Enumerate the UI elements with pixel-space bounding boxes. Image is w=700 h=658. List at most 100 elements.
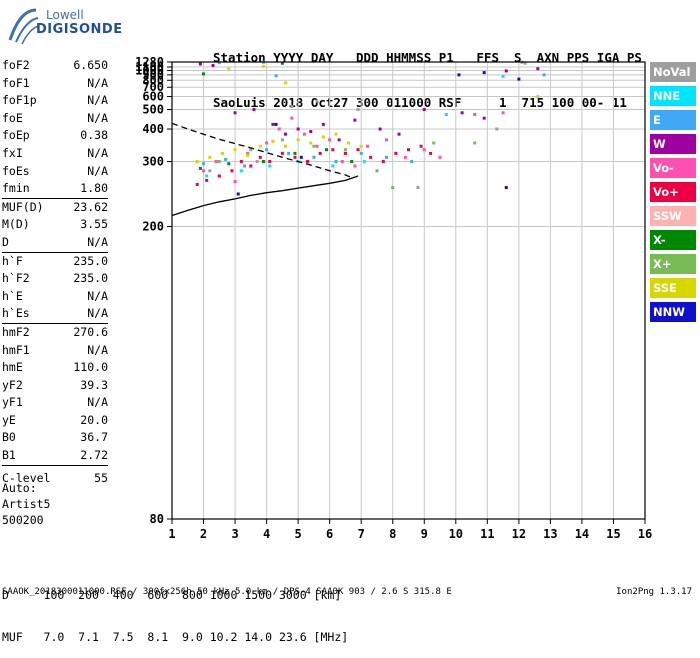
param-row: fmin 1.80 xyxy=(2,180,108,199)
echo-point xyxy=(473,113,477,117)
echo-point xyxy=(293,155,297,159)
echo-point xyxy=(523,61,527,65)
echo-point xyxy=(195,182,199,186)
param-value: 110.0 xyxy=(73,360,108,375)
x-tick-label: 11 xyxy=(480,527,494,541)
param-label: foE xyxy=(2,110,23,125)
echo-point xyxy=(536,67,540,71)
param-value: N/A xyxy=(87,110,108,125)
echo-point xyxy=(302,132,306,136)
echo-point xyxy=(444,113,448,117)
param-value: N/A xyxy=(87,93,108,108)
echo-point xyxy=(334,132,338,136)
auto-program: Artist5 xyxy=(2,497,51,511)
y-tick-label: 1280 xyxy=(135,55,164,69)
echo-point xyxy=(359,144,363,148)
y-tick-label: 1000 xyxy=(135,64,164,78)
param-value: 36.7 xyxy=(80,430,108,445)
y-tick-label: 200 xyxy=(142,220,164,234)
echo-point xyxy=(422,148,426,152)
echo-point xyxy=(268,160,272,164)
echo-point xyxy=(261,160,265,164)
legend-entry: NNW xyxy=(650,302,696,322)
echo-point xyxy=(277,127,281,131)
echo-point xyxy=(296,127,300,131)
param-label: fmin xyxy=(2,181,30,196)
param-row: M(D) 3.55 xyxy=(2,216,108,234)
echo-point xyxy=(384,155,388,159)
echo-point xyxy=(397,132,401,136)
echo-point xyxy=(202,169,206,173)
param-value: 55 xyxy=(94,470,108,485)
x-axis-ticks: 1 2 3 4 5 6 7 8 9 10 11 12 13 14 15 16 xyxy=(168,519,652,541)
echo-point xyxy=(198,62,202,66)
echo-point xyxy=(258,155,262,159)
param-label: C-level xyxy=(2,470,51,485)
echo-point xyxy=(350,160,354,164)
echo-point xyxy=(325,148,329,152)
echo-point xyxy=(407,148,410,152)
echo-point xyxy=(331,148,335,152)
param-value: N/A xyxy=(87,145,108,160)
param-label: foEs xyxy=(2,163,30,178)
echo-point xyxy=(220,151,224,155)
param-label: B1 xyxy=(2,448,16,463)
echo-point xyxy=(460,111,464,115)
param-value: 2.72 xyxy=(80,448,108,463)
x-tick-label: 12 xyxy=(512,527,526,541)
param-row: hmF2 270.6 xyxy=(2,324,108,342)
echo-point xyxy=(340,160,344,164)
legend-entry: X- xyxy=(650,230,696,250)
param-label: MUF(D) xyxy=(2,199,44,214)
echo-point xyxy=(321,135,325,139)
y-tick-label: 900 xyxy=(142,68,164,82)
echo-point xyxy=(284,144,288,148)
auto-version: 500200 xyxy=(2,513,44,527)
echo-point xyxy=(284,132,288,136)
distance-row: D 100 200 400 600 800 1000 1500 3000 [km… xyxy=(2,588,342,602)
param-row: yF2 39.3 xyxy=(2,377,108,395)
echo-point xyxy=(205,178,209,182)
virtual-height-trace-curve xyxy=(171,175,359,217)
param-value: 0.38 xyxy=(80,128,108,143)
param-row: foEp 0.38 xyxy=(2,127,108,145)
param-value: 235.0 xyxy=(73,271,108,286)
station-header: Station YYYY DAY DDD HHMMSS P1 FFS S AXN… xyxy=(213,20,642,125)
echo-point xyxy=(293,151,297,155)
echo-point xyxy=(306,160,310,164)
echo-point xyxy=(347,141,351,145)
param-value: 3.55 xyxy=(80,217,108,232)
echo-point xyxy=(331,164,335,168)
echo-point xyxy=(315,144,319,148)
legend-entry: Vo- xyxy=(650,158,696,178)
echo-point xyxy=(280,61,284,65)
echo-point xyxy=(265,148,269,152)
echo-point xyxy=(359,151,363,155)
y-tick-label: 500 xyxy=(142,103,164,117)
echo-point xyxy=(410,160,414,164)
param-value: 235.0 xyxy=(73,253,108,268)
echo-point xyxy=(211,63,215,67)
param-row: fxI N/A xyxy=(2,145,108,163)
echo-point xyxy=(230,169,234,173)
echo-point xyxy=(315,99,319,103)
legend-entry: Vo+ xyxy=(650,182,696,202)
chart-curves xyxy=(171,122,359,217)
echo-point xyxy=(217,61,221,65)
param-value: 6.650 xyxy=(73,58,108,72)
param-label: h`Es xyxy=(2,306,30,321)
param-row: hmF1 N/A xyxy=(2,342,108,360)
echo-point xyxy=(280,138,284,142)
echo-point xyxy=(495,127,499,131)
param-value: N/A xyxy=(87,234,108,249)
x-tick-label: 15 xyxy=(606,527,620,541)
ionogram-chart: 1 2 3 4 5 6 7 8 9 10 11 12 13 14 15 16 8020030040050060… xyxy=(135,55,652,541)
echo-point xyxy=(309,130,313,134)
param-value: N/A xyxy=(87,395,108,410)
echo-point xyxy=(362,160,366,164)
y-tick-label: 300 xyxy=(142,155,164,169)
echo-point xyxy=(309,141,313,145)
echo-point xyxy=(542,73,546,77)
echo-point xyxy=(258,144,262,148)
echo-point xyxy=(299,155,303,159)
